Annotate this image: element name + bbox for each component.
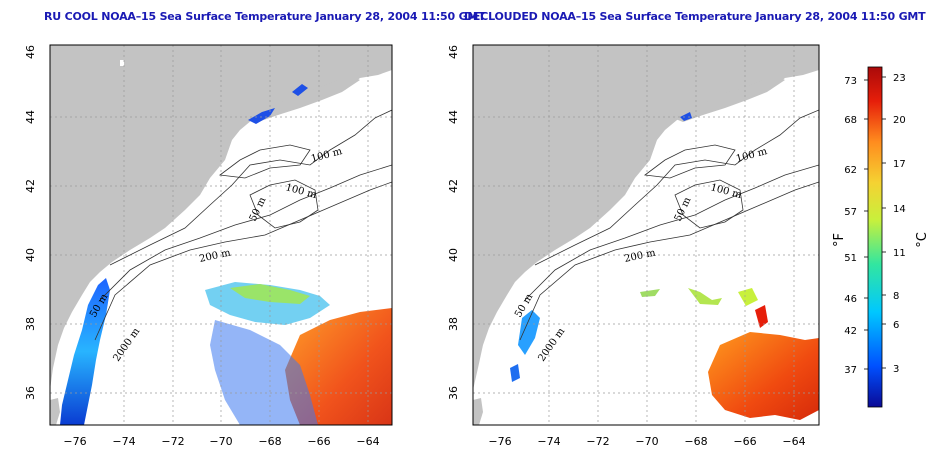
x-tick-label: −66 [733, 435, 756, 448]
fahrenheit-tick-label: 51 [844, 253, 857, 264]
coastal-sst-band [60, 278, 110, 425]
bathymetry-contours [94, 109, 392, 341]
bathymetry-contours [519, 109, 819, 341]
fahrenheit-tick-label: 73 [844, 76, 857, 87]
celsius-tick-label: 11 [893, 248, 906, 259]
x-tick-label: −76 [488, 435, 511, 448]
celsius-tick-label: 8 [893, 291, 899, 302]
grid-lines [50, 45, 392, 425]
fahrenheit-tick-label: 42 [844, 326, 857, 337]
left-map-frame [49, 44, 393, 426]
coastal-sst-patch [518, 310, 540, 355]
land-mass-south [50, 398, 60, 425]
land-mass [473, 45, 819, 390]
y-tick-label: 46 [447, 45, 460, 59]
y-tick-label: 46 [24, 45, 37, 59]
colorbar-gradient [867, 66, 883, 408]
celsius-unit-label: °C [915, 232, 930, 248]
celsius-tick-label: 17 [893, 159, 906, 170]
y-tick-label: 42 [24, 179, 37, 193]
green-sst-patch-2 [688, 288, 722, 305]
x-tick-label: −72 [161, 435, 184, 448]
y-tick-label: 42 [447, 179, 460, 193]
y-tick-label: 36 [447, 386, 460, 400]
north-sst-patch [248, 108, 275, 124]
land-mass-south [473, 398, 483, 425]
gulf-stream-hot [708, 332, 819, 420]
y-tick-label: 40 [24, 248, 37, 262]
celsius-tick-label: 20 [893, 115, 906, 126]
y-tick-label: 36 [24, 386, 37, 400]
coastal-sst-patch-2 [510, 364, 520, 382]
celsius-tick-label: 3 [893, 364, 899, 375]
green-sst-band [230, 284, 310, 304]
y-tick-label: 44 [24, 110, 37, 124]
x-tick-label: −68 [684, 435, 707, 448]
left-y-ticks: 46 44 42 40 38 36 [24, 45, 37, 400]
y-tick-label: 40 [447, 248, 460, 262]
grid-lines [473, 45, 819, 425]
raw-sst-map: 46 44 42 40 38 36 −76 −74 −72 −70 −68 −6… [24, 44, 393, 448]
right-map-title: DECLOUDED NOAA–15 Sea Surface Temperatur… [464, 10, 926, 23]
green-sst-patch [738, 288, 758, 306]
x-tick-label: −64 [356, 435, 379, 448]
fahrenheit-unit-label: °F [832, 233, 847, 247]
celsius-ticks: 23 20 17 14 11 8 6 3 [882, 73, 906, 375]
right-x-ticks: −76 −74 −72 −70 −68 −66 −64 [488, 435, 805, 448]
x-tick-label: −72 [586, 435, 609, 448]
celsius-tick-label: 14 [893, 204, 906, 215]
x-tick-label: −74 [537, 435, 560, 448]
land-mass [50, 45, 392, 390]
x-tick-label: −70 [209, 435, 232, 448]
gulf-stream-hot [285, 308, 392, 425]
green-sst-patch-3 [640, 289, 660, 297]
celsius-tick-label: 6 [893, 320, 899, 331]
x-tick-label: −64 [782, 435, 805, 448]
temperature-colorbar: 73 68 62 57 51 46 42 37 23 20 17 14 11 8 6 3 °F °C [832, 66, 930, 408]
right-y-ticks: 46 44 42 40 38 36 [447, 45, 460, 400]
fahrenheit-ticks: 73 68 62 57 51 46 42 37 [844, 76, 868, 376]
hot-front-patch [755, 305, 768, 328]
fahrenheit-tick-label: 68 [844, 115, 857, 126]
nova-scotia [248, 76, 360, 122]
right-map-frame [472, 44, 820, 426]
nova-scotia [673, 76, 785, 122]
north-sst-patch [680, 112, 692, 121]
x-tick-label: −68 [258, 435, 281, 448]
ocean-patch [120, 60, 124, 66]
celsius-tick-label: 23 [893, 73, 906, 84]
left-x-ticks: −76 −74 −72 −70 −68 −66 −64 [63, 435, 379, 448]
scattered-sst [210, 320, 318, 425]
x-tick-label: −66 [307, 435, 330, 448]
y-tick-label: 44 [447, 110, 460, 124]
y-tick-label: 38 [447, 317, 460, 331]
x-tick-label: −74 [112, 435, 135, 448]
fahrenheit-tick-label: 46 [844, 294, 857, 305]
x-tick-label: −70 [635, 435, 658, 448]
x-tick-label: −76 [63, 435, 86, 448]
left-map-title: RU COOL NOAA–15 Sea Surface Temperature … [44, 10, 486, 23]
north-sst-patch-2 [292, 84, 308, 96]
fahrenheit-tick-label: 37 [844, 365, 857, 376]
fahrenheit-tick-label: 57 [844, 207, 857, 218]
y-tick-label: 38 [24, 317, 37, 331]
fahrenheit-tick-label: 62 [844, 165, 857, 176]
declouded-sst-map: 46 44 42 40 38 36 −76 −74 −72 −70 −68 −6… [447, 44, 820, 448]
